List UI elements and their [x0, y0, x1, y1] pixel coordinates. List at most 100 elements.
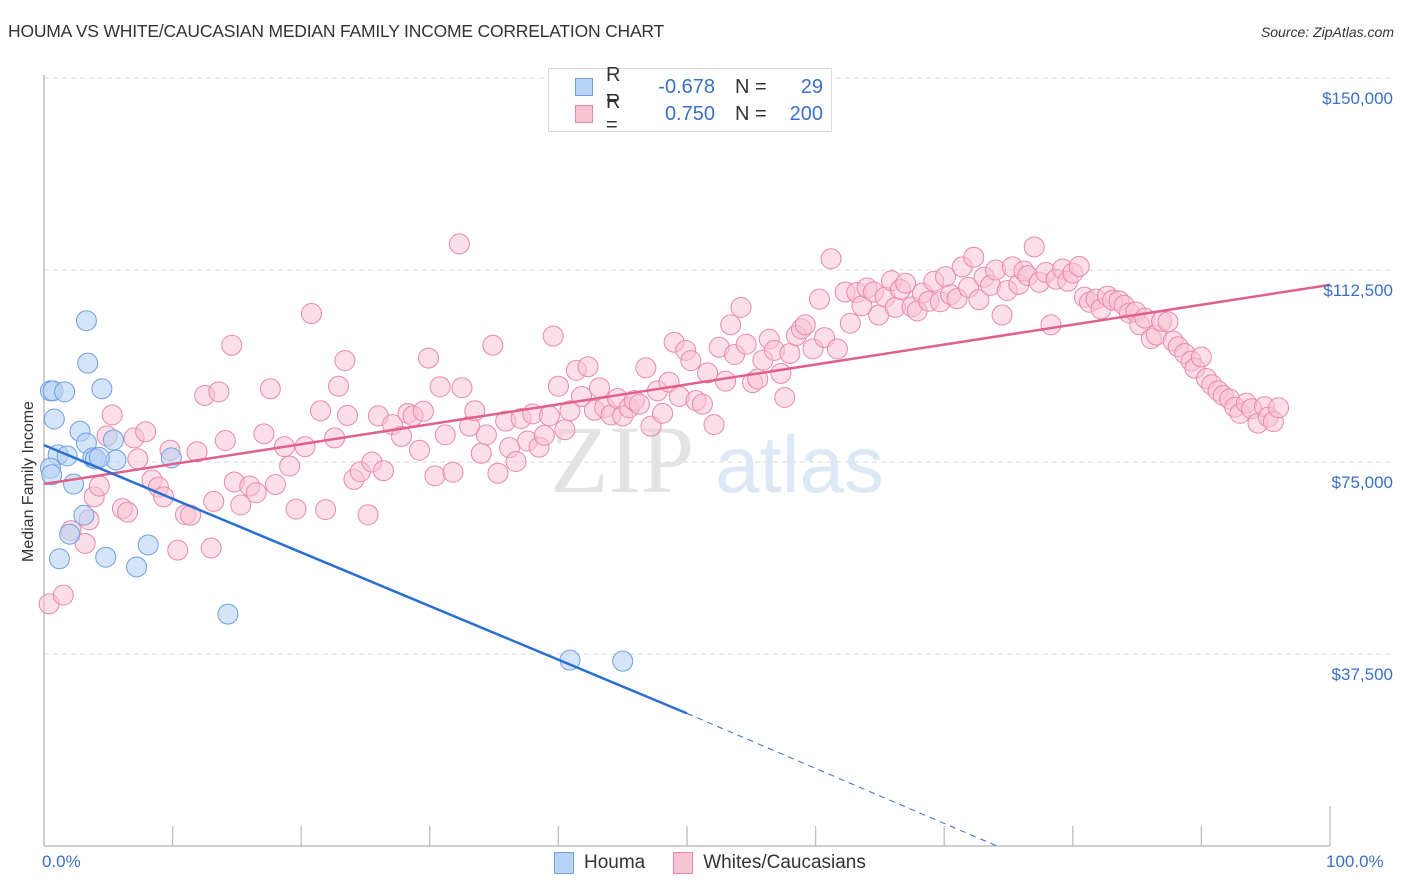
whites-swatch	[673, 852, 694, 874]
whites-swatch	[575, 105, 593, 123]
point-houma	[217, 603, 239, 625]
n-label: N =	[735, 75, 767, 98]
point-whites	[309, 400, 331, 422]
point-whites	[794, 314, 816, 336]
point-whites	[589, 377, 611, 399]
point-whites	[628, 393, 650, 415]
point-whites	[409, 439, 431, 461]
point-whites	[820, 248, 842, 270]
point-whites	[167, 539, 189, 561]
y-tick-label: $75,000	[1332, 473, 1393, 492]
point-whites	[245, 482, 267, 504]
correlation-legend: R = -0.678 N = 29 R = 0.750 N = 200	[548, 64, 832, 136]
point-whites	[963, 246, 985, 268]
point-whites	[547, 375, 569, 397]
point-whites	[253, 423, 275, 445]
point-whites	[826, 338, 848, 360]
point-whites	[334, 350, 356, 372]
point-whites	[357, 504, 379, 526]
point-whites	[538, 405, 560, 427]
legend-row-houma: R = -0.678 N = 29	[575, 64, 823, 109]
point-whites	[373, 460, 395, 482]
point-whites	[774, 386, 796, 408]
trend-line-houma-extension	[686, 712, 998, 847]
point-whites	[135, 421, 157, 443]
point-whites	[697, 362, 719, 384]
point-whites	[554, 419, 576, 441]
watermark-atlas: atlas	[715, 420, 884, 509]
point-whites	[101, 404, 123, 426]
point-whites	[968, 289, 990, 311]
point-whites	[230, 494, 252, 516]
point-whites	[1040, 314, 1062, 336]
point-whites	[482, 334, 504, 356]
r-label: R =	[606, 64, 621, 109]
point-whites	[770, 362, 792, 384]
point-whites	[285, 498, 307, 520]
point-houma	[43, 408, 65, 430]
trend-line-houma	[43, 443, 688, 715]
point-houma	[126, 556, 148, 578]
point-whites	[577, 356, 599, 378]
legend-item-whites[interactable]: Whites/Caucasians	[673, 852, 866, 874]
point-whites	[208, 381, 230, 403]
n-value: 200	[789, 102, 823, 125]
point-whites	[127, 448, 149, 470]
point-whites	[221, 334, 243, 356]
point-whites	[88, 475, 110, 497]
y-tick-label: $37,500	[1332, 665, 1393, 684]
y-tick-label: $150,000	[1322, 89, 1393, 108]
point-whites	[991, 304, 1013, 326]
point-whites	[470, 442, 492, 464]
point-whites	[434, 424, 456, 446]
point-whites	[487, 462, 509, 484]
point-houma	[75, 310, 97, 332]
series-legend: Houma Whites/Caucasians	[554, 852, 894, 874]
point-whites	[1023, 236, 1045, 258]
point-whites	[691, 393, 713, 415]
houma-swatch	[554, 852, 574, 874]
legend-label-whites: Whites/Caucasians	[703, 852, 866, 873]
point-whites	[559, 400, 581, 422]
point-whites	[418, 347, 440, 369]
point-whites	[424, 465, 446, 487]
point-houma	[137, 534, 159, 556]
point-whites	[264, 474, 286, 496]
point-houma	[54, 381, 76, 403]
point-whites	[448, 233, 470, 255]
point-houma	[102, 429, 124, 451]
legend-item-houma[interactable]: Houma	[554, 852, 645, 874]
n-label: N =	[735, 102, 767, 125]
point-whites	[635, 357, 657, 379]
point-whites	[279, 455, 301, 477]
r-value: 0.750	[664, 102, 715, 125]
point-whites	[703, 414, 725, 436]
houma-swatch	[575, 78, 593, 96]
point-whites	[808, 288, 830, 310]
point-whites	[203, 490, 225, 512]
point-houma	[95, 546, 117, 568]
point-whites	[533, 424, 555, 446]
point-houma	[73, 504, 95, 526]
point-houma	[41, 464, 63, 486]
point-whites	[186, 441, 208, 463]
point-whites	[214, 429, 236, 451]
point-whites	[391, 425, 413, 447]
point-whites	[1190, 346, 1212, 368]
point-whites	[895, 272, 917, 294]
point-whites	[442, 461, 464, 483]
point-whites	[1268, 397, 1290, 419]
legend-row-whites: R = 0.750 N = 200	[575, 91, 823, 136]
point-whites	[294, 436, 316, 458]
point-whites	[735, 333, 757, 355]
point-whites	[1157, 311, 1179, 333]
y-tick-label: $112,500	[1323, 281, 1393, 300]
n-value: 29	[800, 75, 823, 98]
point-whites	[74, 532, 96, 554]
source-label: Source: ZipAtlas.com	[1260, 24, 1394, 40]
x-tick-min: 0.0%	[42, 852, 81, 871]
point-whites	[200, 537, 222, 559]
legend-label-houma: Houma	[584, 852, 646, 873]
point-whites	[336, 404, 358, 426]
